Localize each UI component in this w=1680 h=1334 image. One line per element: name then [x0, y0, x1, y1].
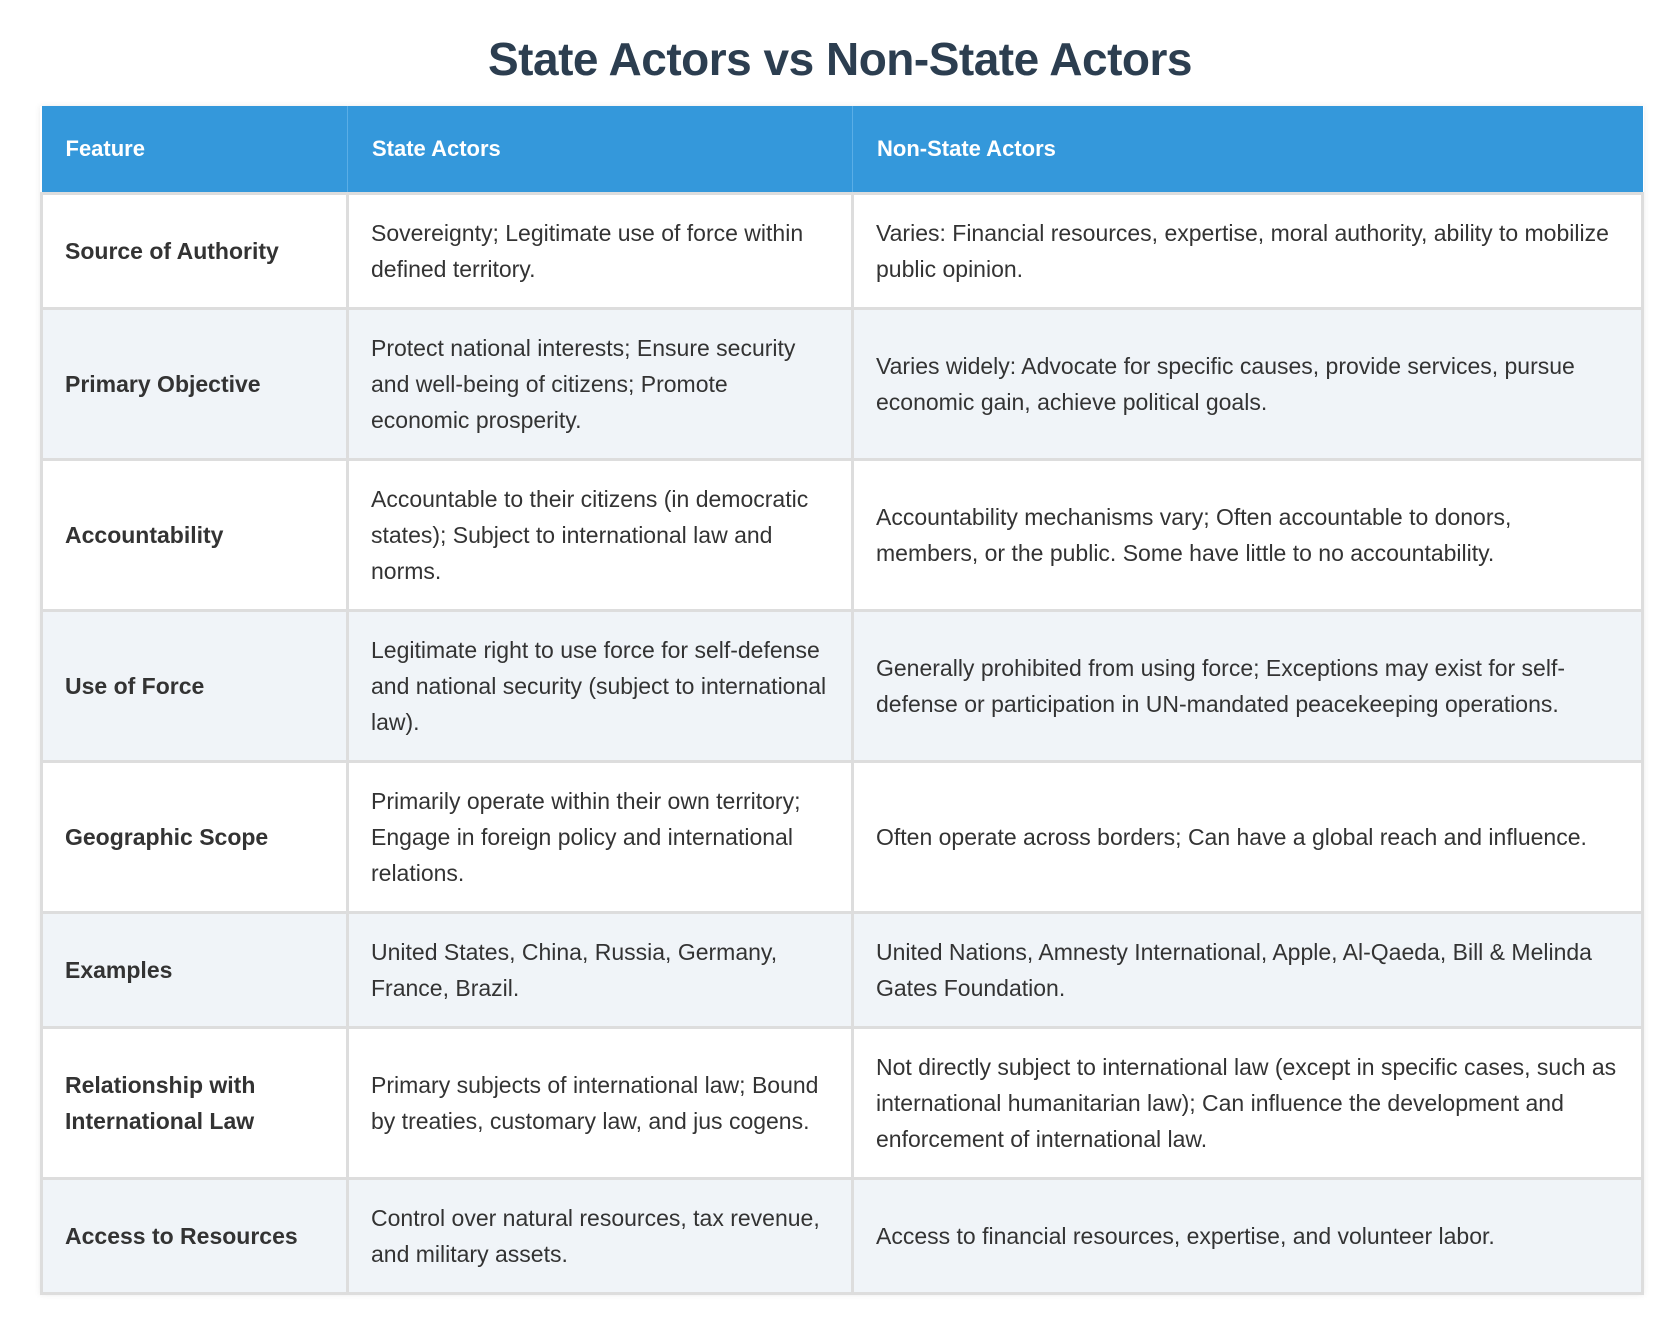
table-row: Relationship with International Law Prim… — [40, 1026, 1644, 1180]
header-row: Feature State Actors Non-State Actors — [41, 106, 1643, 195]
page-title: State Actors vs Non-State Actors — [488, 33, 1193, 85]
non-state-actors-cell: Generally prohibited from using force; E… — [851, 609, 1644, 763]
feature-cell: Relationship with International Law — [40, 1026, 349, 1180]
state-actors-cell: Primary subjects of international law; B… — [346, 1026, 854, 1180]
state-actors-cell: Legitimate right to use force for self-d… — [346, 609, 854, 763]
state-actors-cell: United States, China, Russia, Germany, F… — [346, 911, 854, 1029]
state-actors-cell: Protect national interests; Ensure secur… — [346, 307, 854, 461]
feature-cell: Use of Force — [40, 609, 349, 763]
non-state-actors-cell: Not directly subject to international la… — [851, 1026, 1644, 1180]
header-feature: Feature — [41, 106, 348, 195]
feature-cell: Examples — [40, 911, 349, 1029]
header-state-actors: State Actors — [347, 106, 853, 195]
table-row: Use of Force Legitimate right to use for… — [40, 609, 1644, 763]
table-row: Primary Objective Protect national inter… — [40, 307, 1644, 461]
non-state-actors-cell: United Nations, Amnesty International, A… — [851, 911, 1644, 1029]
feature-cell: Geographic Scope — [40, 760, 349, 914]
feature-cell: Accountability — [40, 458, 349, 612]
table-row: Geographic Scope Primarily operate withi… — [40, 760, 1644, 914]
comparison-table: Feature State Actors Non-State Actors So… — [40, 106, 1644, 1295]
state-actors-cell: Sovereignty; Legitimate use of force wit… — [346, 192, 854, 310]
non-state-actors-cell: Varies widely: Advocate for specific cau… — [851, 307, 1644, 461]
state-actors-cell: Accountable to their citizens (in democr… — [346, 458, 854, 612]
non-state-actors-cell: Accountability mechanisms vary; Often ac… — [851, 458, 1644, 612]
non-state-actors-cell: Often operate across borders; Can have a… — [851, 760, 1644, 914]
comparison-table-container: Feature State Actors Non-State Actors So… — [40, 106, 1644, 1295]
state-actors-cell: Control over natural resources, tax reve… — [346, 1177, 854, 1295]
table-body: Source of Authority Sovereignty; Legitim… — [40, 192, 1644, 1295]
feature-cell: Primary Objective — [40, 307, 349, 461]
table-row: Accountability Accountable to their citi… — [40, 458, 1644, 612]
state-actors-cell: Primarily operate within their own terri… — [346, 760, 854, 914]
table-header: Feature State Actors Non-State Actors — [41, 106, 1643, 195]
non-state-actors-cell: Access to financial resources, expertise… — [851, 1177, 1644, 1295]
table-row: Examples United States, China, Russia, G… — [40, 911, 1644, 1029]
header-non-state-actors: Non-State Actors — [852, 106, 1643, 195]
non-state-actors-cell: Varies: Financial resources, expertise, … — [851, 192, 1644, 310]
feature-cell: Access to Resources — [40, 1177, 349, 1295]
feature-cell: Source of Authority — [40, 192, 349, 310]
table-row: Access to Resources Control over natural… — [40, 1177, 1644, 1295]
table-row: Source of Authority Sovereignty; Legitim… — [40, 192, 1644, 310]
